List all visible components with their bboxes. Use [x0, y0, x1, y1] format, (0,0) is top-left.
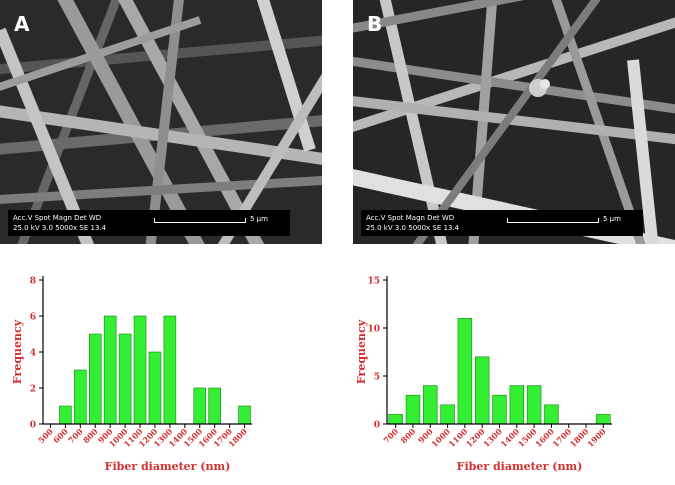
- bar-1200: [474, 356, 490, 425]
- y-tick-label: 2: [30, 385, 36, 395]
- x-tick-label: 700: [381, 426, 400, 445]
- sem-image-b: B Acc.V Spot Magn Det WD 25.0 kV 3.0 500…: [353, 0, 675, 244]
- bar-1400: [509, 385, 525, 425]
- scale-bar-label: 5 μm: [250, 215, 268, 223]
- y-tick-label: 4: [30, 349, 36, 359]
- bar-1100: [457, 318, 473, 425]
- bar-1200: [148, 351, 162, 425]
- histogram-b-svg: 0510157008009001000110012001300140015001…: [355, 276, 612, 473]
- bar-1000: [440, 404, 455, 425]
- y-tick-label: 0: [374, 421, 380, 431]
- sem-fibers-b: [353, 0, 675, 244]
- bar-800: [405, 394, 421, 425]
- y-axis-label: Frequency: [355, 319, 368, 384]
- bar-1900: [596, 414, 611, 425]
- bar-900: [103, 315, 117, 425]
- bar-1500: [193, 387, 207, 425]
- scale-bar-label: 5 μm: [603, 215, 621, 223]
- panel-label-b: B: [367, 12, 383, 36]
- y-axis-label: Frequency: [11, 319, 24, 384]
- scale-bar: [154, 218, 246, 223]
- y-tick-label: 0: [30, 421, 36, 431]
- bar-1300: [492, 394, 507, 425]
- x-tick-label: 1900: [585, 426, 608, 449]
- x-axis-label: Fiber diameter (nm): [105, 460, 231, 473]
- scale-bar: [507, 218, 599, 223]
- bar-900: [423, 385, 438, 425]
- bar-1300: [163, 315, 177, 425]
- sem-fibers-a: [0, 0, 322, 244]
- histogram-a: 0 2 4 6 8 500 600 700 800 900 1000 1100 1200 1300 1400…: [0, 262, 300, 477]
- sem-info-line2: 25.0 kV 3.0 5000x SE 13.4: [366, 224, 460, 232]
- bar-600: [59, 405, 72, 425]
- bar-1000: [118, 333, 132, 425]
- bar-1800: [238, 405, 251, 425]
- sem-data-bar-b: Acc.V Spot Magn Det WD 25.0 kV 3.0 5000x…: [361, 210, 643, 236]
- bar-700: [74, 369, 87, 425]
- histogram-b: 0 5 10 15 700 800 900 1000 1100 1200 1300 1400 1500 1…: [350, 262, 650, 477]
- sem-info-line2: 25.0 kV 3.0 5000x SE 13.4: [13, 224, 107, 232]
- y-tick-label: 10: [367, 325, 380, 335]
- y-tick-label: 8: [30, 277, 36, 287]
- panel-label-a: A: [14, 12, 30, 36]
- y-tick-label: 15: [367, 277, 380, 287]
- bar-1500: [526, 385, 542, 425]
- x-tick-label: 800: [398, 426, 417, 445]
- bar-1600: [208, 387, 221, 425]
- bar-1100: [133, 315, 147, 425]
- bar-700: [388, 414, 403, 425]
- y-tick-label: 6: [30, 313, 36, 323]
- sem-info-line1: Acc.V Spot Magn Det WD: [366, 214, 455, 222]
- sem-image-a: A Acc.V Spot Magn Det WD 25.0 kV 3.0 500…: [0, 0, 322, 244]
- bar-800: [88, 333, 102, 425]
- histogram-a-svg: 0246850060070080090010001100120013001400…: [11, 276, 252, 473]
- y-tick-label: 5: [374, 373, 380, 383]
- sem-info-line1: Acc.V Spot Magn Det WD: [13, 214, 102, 222]
- sem-data-bar-a: Acc.V Spot Magn Det WD 25.0 kV 3.0 5000x…: [8, 210, 290, 236]
- x-axis-label: Fiber diameter (nm): [457, 460, 583, 473]
- bar-1600: [544, 404, 559, 425]
